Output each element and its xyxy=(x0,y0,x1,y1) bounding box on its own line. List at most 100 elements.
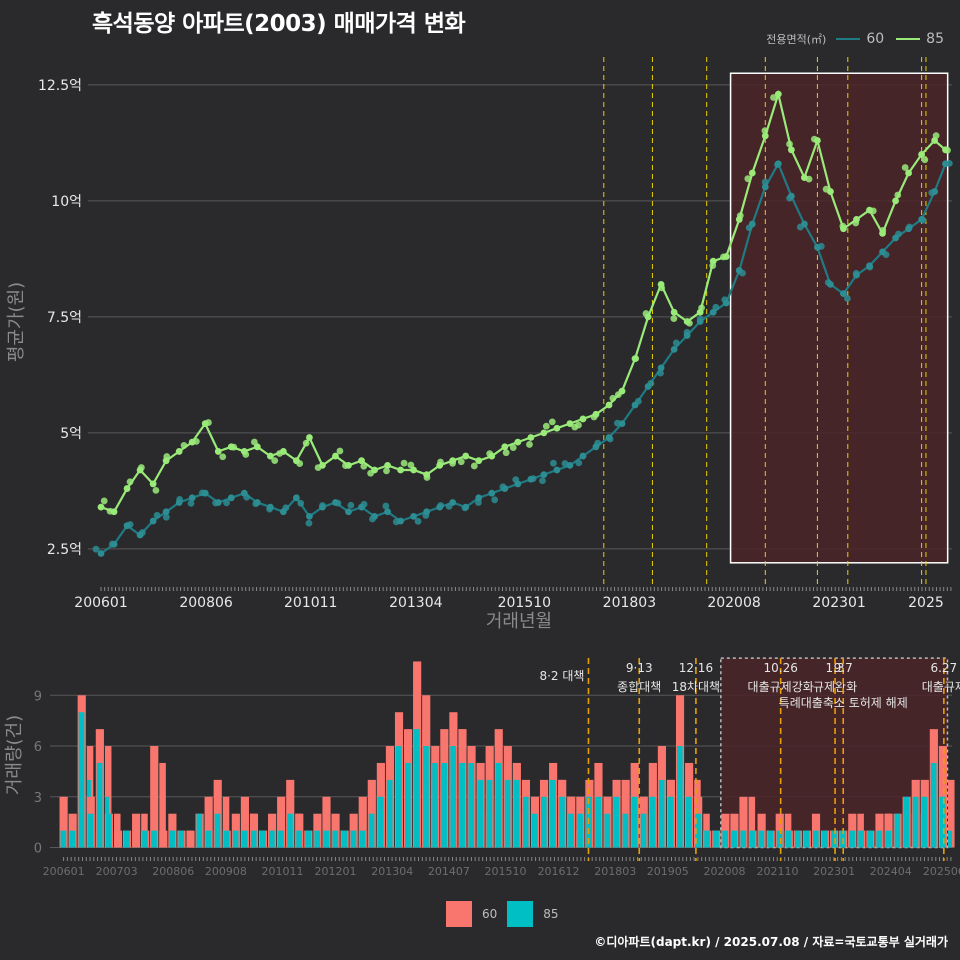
volume-bar-85 xyxy=(722,830,728,848)
series-point-85 xyxy=(201,420,209,427)
volume-x-tick: 202506 xyxy=(923,865,960,878)
series-point-85 xyxy=(744,175,752,183)
volume-bar-85 xyxy=(269,830,275,848)
volume-bar-85 xyxy=(704,830,710,848)
series-point-60 xyxy=(475,494,483,502)
series-point-85 xyxy=(266,452,274,460)
series-point-85 xyxy=(800,174,808,182)
volume-bar-85 xyxy=(205,830,212,848)
volume-bar-85 xyxy=(676,746,683,848)
series-point-60 xyxy=(540,471,548,479)
series-point-60 xyxy=(644,383,652,390)
series-point-60 xyxy=(539,477,546,485)
series-point-85 xyxy=(360,462,368,470)
volume-bar-85 xyxy=(78,712,85,848)
series-point-85 xyxy=(840,225,847,233)
volume-bar-85 xyxy=(151,830,157,848)
series-point-85 xyxy=(384,461,391,469)
series-point-85 xyxy=(853,216,860,223)
series-point-85 xyxy=(345,461,352,469)
volume-bar-85 xyxy=(214,813,221,848)
series-point-60 xyxy=(814,243,821,251)
volume-bar-60 xyxy=(132,813,141,848)
price-x-tick: 201304 xyxy=(389,595,443,611)
volume-bar-85 xyxy=(278,830,284,848)
volume-bar-85 xyxy=(867,830,874,848)
volume-bar-85 xyxy=(386,779,393,848)
series-point-85 xyxy=(423,471,431,479)
volume-bar-85 xyxy=(930,762,937,848)
series-point-85 xyxy=(814,137,821,144)
series-point-85 xyxy=(605,401,613,409)
series-point-60 xyxy=(297,499,305,507)
volume-bar-85 xyxy=(948,830,953,848)
series-point-85 xyxy=(302,439,310,447)
series-point-60 xyxy=(410,512,418,520)
area-legend: 전용면적(㎡) 60 85 xyxy=(766,31,950,47)
volume-bar-85 xyxy=(849,830,855,848)
volume-y-tick: 3 xyxy=(34,791,42,806)
series-point-60 xyxy=(605,434,613,441)
policy-event-label: 대출규제 xyxy=(922,680,960,694)
series-point-60 xyxy=(92,545,100,553)
series-point-60 xyxy=(214,499,222,506)
series-point-60 xyxy=(800,220,808,228)
series-point-85 xyxy=(149,480,157,488)
price-x-tick: 200601 xyxy=(74,595,127,611)
series-point-60 xyxy=(683,332,691,339)
series-point-85 xyxy=(548,418,556,426)
series-point-60 xyxy=(358,503,365,511)
series-point-85 xyxy=(542,422,550,430)
volume-x-tick: 202110 xyxy=(756,865,798,878)
series-point-85 xyxy=(502,449,510,457)
series-point-85 xyxy=(722,253,730,260)
volume-bar-85 xyxy=(414,729,420,848)
volume-bar-85 xyxy=(468,762,475,848)
series-point-60 xyxy=(631,401,639,409)
series-point-85 xyxy=(162,457,170,465)
volume-bar-85 xyxy=(305,830,311,848)
policy-event-date: 10.26 xyxy=(763,661,797,675)
legend-label-60: 60 xyxy=(866,31,885,47)
volume-x-tick: 201304 xyxy=(371,865,413,878)
volume-bar-60 xyxy=(204,796,213,848)
volume-bar-85 xyxy=(713,830,719,848)
area-legend-title: 전용면적(㎡) xyxy=(766,33,827,46)
volume-bar-60 xyxy=(59,796,68,848)
volume-bar-85 xyxy=(513,779,520,848)
volume-bar-85 xyxy=(359,830,366,848)
series-point-85 xyxy=(579,415,587,423)
volume-bar-60 xyxy=(150,746,159,848)
series-point-60 xyxy=(227,494,235,502)
volume-x-tick: 200703 xyxy=(96,865,138,878)
series-point-85 xyxy=(219,453,227,461)
price-x-tick: 201803 xyxy=(603,595,656,611)
series-point-60 xyxy=(696,318,704,325)
legend-swatch-60 xyxy=(836,38,861,40)
series-point-60 xyxy=(345,508,352,516)
series-point-85 xyxy=(271,457,279,465)
price-y-tick: 5억 xyxy=(60,426,82,442)
series-point-85 xyxy=(509,444,517,452)
series-point-85 xyxy=(566,420,574,427)
volume-bar-85 xyxy=(459,762,466,848)
volume-bar-85 xyxy=(287,813,293,848)
volume-bar-85 xyxy=(504,779,511,848)
series-point-85 xyxy=(293,457,300,465)
series-point-60 xyxy=(931,188,939,195)
series-point-85 xyxy=(683,318,691,325)
series-point-85 xyxy=(306,434,313,441)
series-point-85 xyxy=(240,448,248,455)
chart-title: 흑석동양 아파트(2003) 매매가격 변화 xyxy=(92,11,466,37)
price-y-tick: 12.5억 xyxy=(38,78,82,94)
series-point-60 xyxy=(501,485,509,492)
volume-bar-60 xyxy=(113,830,123,848)
series-point-85 xyxy=(827,188,834,195)
series-point-85 xyxy=(786,140,793,148)
series-point-85 xyxy=(592,410,600,418)
volume-bar-85 xyxy=(939,796,946,848)
volume-bar-85 xyxy=(640,813,647,848)
series-point-85 xyxy=(761,127,769,135)
volume-bar-60 xyxy=(222,796,230,848)
